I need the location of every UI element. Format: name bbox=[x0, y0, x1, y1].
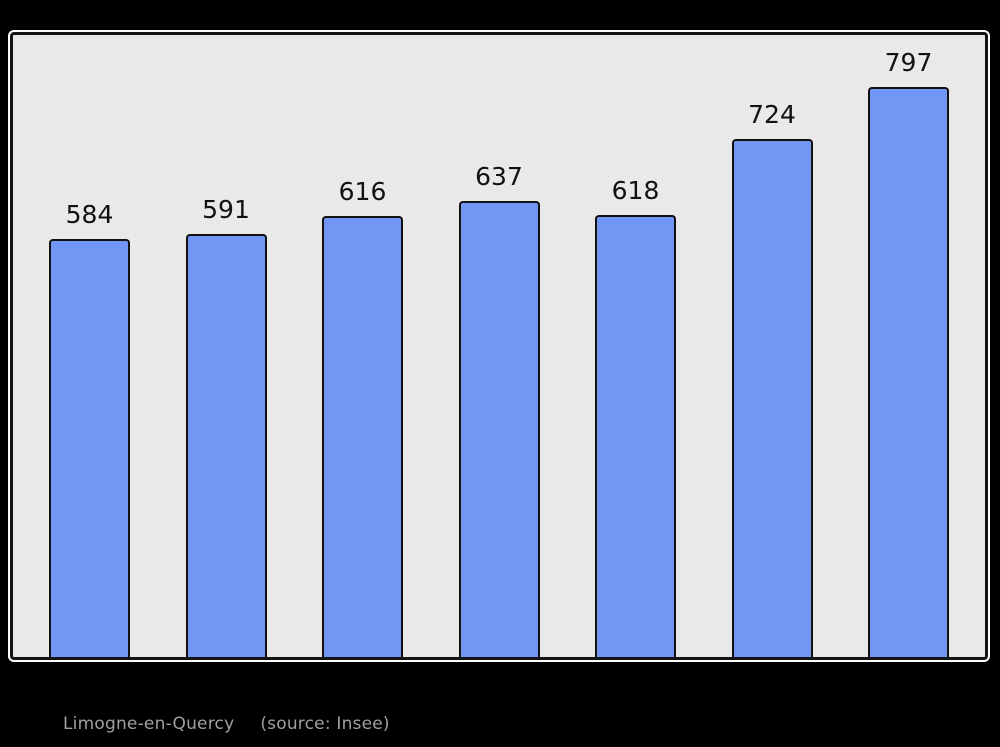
bar bbox=[595, 215, 676, 657]
bar-column: 618 bbox=[595, 175, 676, 657]
bar-column: 797 bbox=[868, 47, 949, 657]
bar bbox=[185, 234, 267, 657]
bar-value-label: 797 bbox=[884, 47, 933, 77]
bar-value-label: 724 bbox=[748, 99, 796, 129]
chart-caption: Limogne-en-Quercy (source: Insee) bbox=[63, 714, 390, 734]
bar-value-label: 637 bbox=[475, 161, 523, 191]
bar bbox=[458, 201, 540, 657]
bar-value-label: 591 bbox=[202, 194, 250, 224]
bar-column: 616 bbox=[322, 176, 403, 657]
bar bbox=[49, 239, 130, 657]
bar-value-label: 618 bbox=[611, 175, 660, 205]
bar-column: 724 bbox=[731, 99, 813, 657]
bar-column: 584 bbox=[49, 199, 130, 657]
bar-value-label: 616 bbox=[338, 176, 387, 206]
bar bbox=[731, 139, 813, 657]
bar bbox=[868, 87, 949, 657]
plot-area: 584 591 616 637 618 724 797 bbox=[13, 35, 985, 657]
caption-title: Limogne-en-Quercy bbox=[63, 714, 235, 734]
bar-value-label: 584 bbox=[65, 199, 114, 229]
caption-source: (source: Insee) bbox=[260, 714, 390, 734]
bar-column: 637 bbox=[458, 161, 540, 657]
bar-chart-panel: 584 591 616 637 618 724 797 bbox=[10, 32, 988, 660]
bar-column: 591 bbox=[185, 194, 267, 657]
bar bbox=[322, 216, 403, 657]
